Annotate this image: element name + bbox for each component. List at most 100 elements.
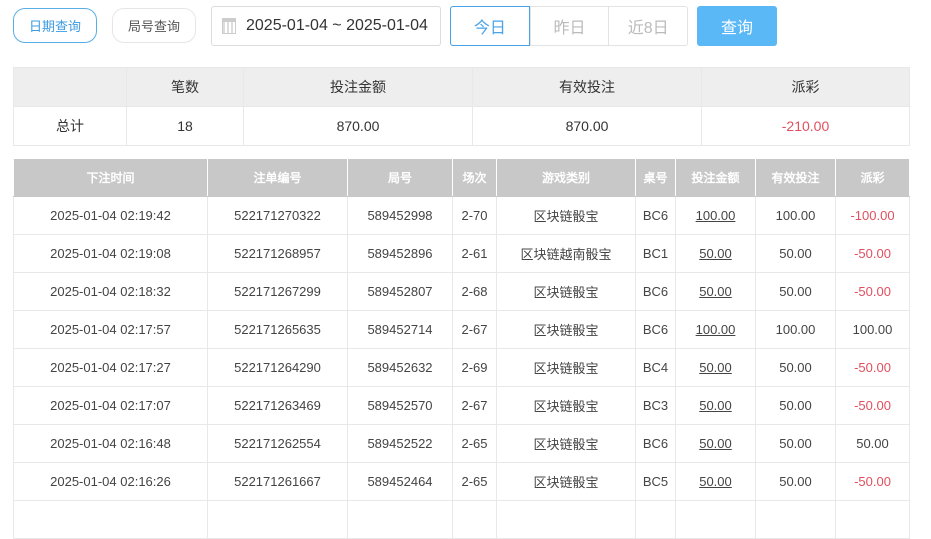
cell-order-id: 522171262554	[207, 424, 348, 463]
cell-order-id: 522171265635	[207, 310, 348, 349]
cell-bet-amount	[675, 500, 756, 539]
cell-payout: 50.00	[835, 424, 910, 463]
cell-round-id: 589452464	[347, 462, 453, 501]
cell-bet-time: 2025-01-04 02:19:08	[13, 234, 208, 273]
cell-bet-amount[interactable]: 50.00	[675, 424, 756, 463]
cell-game-type: 区块链骰宝	[496, 310, 636, 349]
cell-session	[452, 500, 497, 539]
tab-date-query[interactable]: 日期查询	[13, 8, 97, 43]
cell-bet-time	[13, 500, 208, 539]
cell-bet-time: 2025-01-04 02:16:48	[13, 424, 208, 463]
summary-label: 总计	[13, 106, 127, 146]
cell-bet-time: 2025-01-04 02:16:26	[13, 462, 208, 501]
cell-game-type: 区块链越南骰宝	[496, 234, 636, 273]
header-session: 场次	[452, 158, 497, 197]
summary-row: 总计 18 870.00 870.00 -210.00	[13, 106, 910, 146]
header-bet-time: 下注时间	[13, 158, 208, 197]
cell-payout: -50.00	[835, 462, 910, 501]
cell-valid-bet: 100.00	[755, 310, 836, 349]
summary-payout: -210.00	[701, 106, 910, 146]
cell-payout: -100.00	[835, 196, 910, 235]
cell-payout: -50.00	[835, 272, 910, 311]
table-row: 2025-01-04 02:19:08 522171268957 589452896…	[13, 234, 910, 273]
table-row: 2025-01-04 02:19:42 522171270322 589452998…	[13, 196, 910, 235]
cell-session: 2-70	[452, 196, 497, 235]
cell-bet-time: 2025-01-04 02:17:27	[13, 348, 208, 387]
cell-session: 2-65	[452, 424, 497, 463]
cell-bet-amount[interactable]: 100.00	[675, 310, 756, 349]
cell-order-id: 522171268957	[207, 234, 348, 273]
cell-session: 2-65	[452, 462, 497, 501]
cell-payout: -50.00	[835, 386, 910, 425]
cell-table-id: BC6	[635, 272, 676, 311]
cell-bet-amount[interactable]: 50.00	[675, 462, 756, 501]
cell-table-id: BC5	[635, 462, 676, 501]
summary-header: 笔数 投注金额 有效投注 派彩	[13, 67, 910, 107]
cell-bet-time: 2025-01-04 02:18:32	[13, 272, 208, 311]
yesterday-button[interactable]: 昨日	[529, 7, 609, 45]
cell-table-id: BC6	[635, 424, 676, 463]
cell-payout	[835, 500, 910, 539]
date-range-value: 2025-01-04 ~ 2025-01-04	[246, 17, 428, 34]
cell-round-id: 589452522	[347, 424, 453, 463]
cell-game-type: 区块链骰宝	[496, 348, 636, 387]
summary-header-bet: 投注金额	[243, 67, 473, 107]
cell-order-id: 522171263469	[207, 386, 348, 425]
cell-payout: -50.00	[835, 234, 910, 273]
summary-header-blank	[13, 67, 127, 107]
cell-valid-bet: 50.00	[755, 348, 836, 387]
summary-header-valid: 有效投注	[472, 67, 702, 107]
summary-header-count: 笔数	[126, 67, 244, 107]
cell-round-id: 589452570	[347, 386, 453, 425]
summary-header-payout: 派彩	[701, 67, 910, 107]
table-row-partial	[13, 500, 910, 539]
today-button[interactable]: 今日	[450, 6, 530, 46]
cell-round-id: 589452632	[347, 348, 453, 387]
cell-table-id	[635, 500, 676, 539]
cell-table-id: BC6	[635, 196, 676, 235]
cell-order-id	[207, 500, 348, 539]
cell-valid-bet: 50.00	[755, 272, 836, 311]
quick-date-selector: 今日 昨日 近8日	[450, 6, 688, 46]
cell-valid-bet: 50.00	[755, 234, 836, 273]
table-row: 2025-01-04 02:17:07 522171263469 589452570…	[13, 386, 910, 425]
cell-game-type	[496, 500, 636, 539]
cell-order-id: 522171267299	[207, 272, 348, 311]
cell-bet-amount[interactable]: 100.00	[675, 196, 756, 235]
query-button[interactable]: 查询	[697, 6, 777, 46]
cell-valid-bet: 50.00	[755, 386, 836, 425]
cell-bet-time: 2025-01-04 02:17:07	[13, 386, 208, 425]
bets-table: 下注时间 注单编号 局号 场次 游戏类别 桌号 投注金额 有效投注 派彩 2025-01-04 …	[13, 158, 910, 539]
cell-bet-time: 2025-01-04 02:17:57	[13, 310, 208, 349]
cell-bet-amount[interactable]: 50.00	[675, 234, 756, 273]
date-range-input[interactable]: 2025-01-04 ~ 2025-01-04	[211, 6, 441, 46]
header-valid-bet: 有效投注	[755, 158, 836, 197]
cell-order-id: 522171261667	[207, 462, 348, 501]
summary-table: 笔数 投注金额 有效投注 派彩 总计 18 870.00 870.00 -210…	[13, 67, 910, 146]
cell-game-type: 区块链骰宝	[496, 424, 636, 463]
cell-bet-time: 2025-01-04 02:19:42	[13, 196, 208, 235]
cell-bet-amount[interactable]: 50.00	[675, 272, 756, 311]
table-row: 2025-01-04 02:18:32 522171267299 589452807…	[13, 272, 910, 311]
header-bet-amount: 投注金额	[675, 158, 756, 197]
cell-table-id: BC4	[635, 348, 676, 387]
cell-round-id: 589452896	[347, 234, 453, 273]
cell-game-type: 区块链骰宝	[496, 196, 636, 235]
cell-order-id: 522171270322	[207, 196, 348, 235]
last-8-days-button[interactable]: 近8日	[608, 7, 687, 45]
cell-valid-bet: 100.00	[755, 196, 836, 235]
cell-bet-amount[interactable]: 50.00	[675, 386, 756, 425]
cell-session: 2-69	[452, 348, 497, 387]
cell-session: 2-68	[452, 272, 497, 311]
cell-bet-amount[interactable]: 50.00	[675, 348, 756, 387]
summary-count: 18	[126, 106, 244, 146]
header-table-id: 桌号	[635, 158, 676, 197]
cell-table-id: BC6	[635, 310, 676, 349]
tab-round-query[interactable]: 局号查询	[112, 8, 196, 43]
table-row: 2025-01-04 02:16:26 522171261667 589452464…	[13, 462, 910, 501]
cell-game-type: 区块链骰宝	[496, 462, 636, 501]
header-order-id: 注单编号	[207, 158, 348, 197]
cell-payout: 100.00	[835, 310, 910, 349]
header-round-id: 局号	[347, 158, 453, 197]
cell-table-id: BC1	[635, 234, 676, 273]
